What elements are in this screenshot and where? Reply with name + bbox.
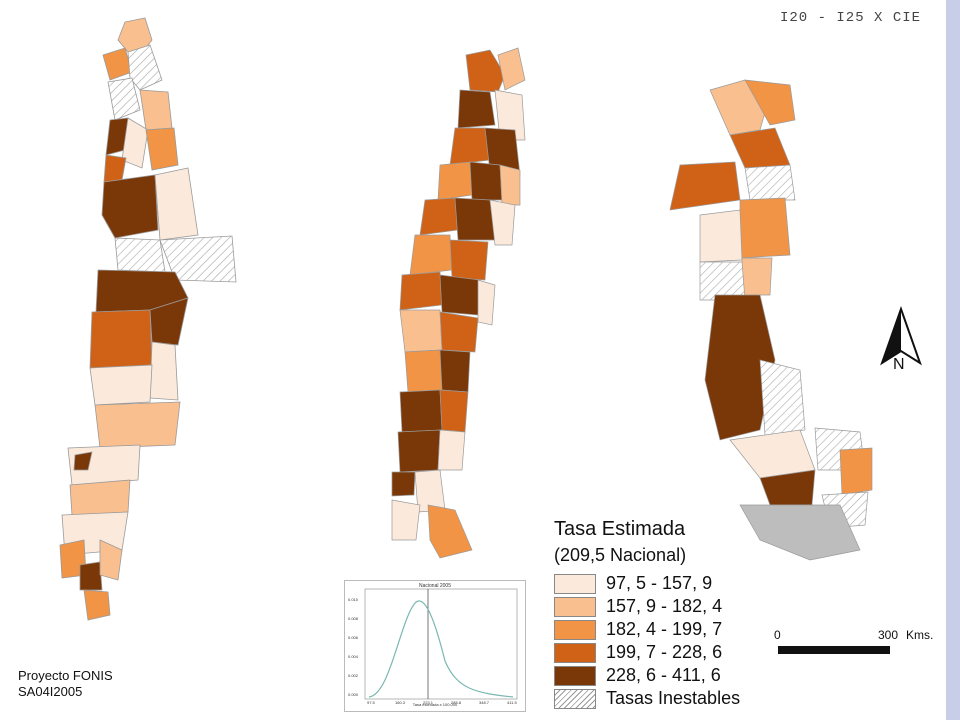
map-north [59, 17, 237, 621]
inset-x-tick: 160.3 [395, 700, 406, 705]
inset-plot: 0.010 0.008 0.006 0.004 0.002 0.000 97.5 160.3… [348, 588, 517, 705]
legend-item: Tasas Inestables [554, 687, 794, 710]
legend-title: Tasa Estimada [554, 518, 686, 540]
credit-text: Proyecto FONIS SA04I2005 [18, 668, 113, 700]
map-central [391, 47, 526, 559]
slide-side-stripe [946, 0, 960, 720]
map-legend: Tasa Estimada (209,5 Nacional) 97, 5 - 1… [554, 516, 794, 710]
map-code-header: I20 - I25 X CIE [780, 10, 922, 26]
inset-x-tick: 285.8 [451, 700, 462, 705]
legend-item: 228, 6 - 411, 6 [554, 664, 794, 687]
legend-swatch [554, 573, 596, 594]
scale-bar-rect [778, 646, 890, 654]
inset-y-tick: 0.010 [348, 597, 359, 602]
inset-x-tick: 348.7 [479, 700, 490, 705]
legend-item: 157, 9 - 182, 4 [554, 595, 794, 618]
legend-item: 199, 7 - 228, 6 [554, 641, 794, 664]
inset-y-tick: 0.008 [348, 616, 359, 621]
scale-end-label: 300 [878, 628, 899, 642]
inset-density-chart: Nacional 2005 0.010 0.008 0.006 0.004 0.002 0… [344, 580, 526, 712]
credit-line-1: Proyecto FONIS [18, 668, 113, 683]
map-south [669, 79, 873, 561]
inset-y-tick: 0.000 [348, 692, 359, 697]
inset-y-tick: 0.006 [348, 635, 359, 640]
legend-label: 97, 5 - 157, 9 [606, 573, 713, 593]
legend-label: 228, 6 - 411, 6 [606, 665, 721, 685]
inset-x-tick: 223.1 [423, 700, 434, 705]
legend-label: 157, 9 - 182, 4 [606, 596, 723, 616]
legend-item: 182, 4 - 199, 7 [554, 618, 794, 641]
inset-y-tick: 0.002 [348, 673, 359, 678]
legend-subtitle: (209,5 Nacional) [554, 545, 687, 565]
scale-unit-label: Kms. [906, 628, 934, 642]
legend-label: 182, 4 - 199, 7 [606, 619, 723, 639]
legend-item: 97, 5 - 157, 9 [554, 572, 794, 595]
inset-y-tick: 0.004 [348, 654, 359, 659]
legend-swatch [554, 642, 596, 663]
legend-swatch [554, 596, 596, 617]
legend-label: 199, 7 - 228, 6 [606, 642, 723, 662]
legend-swatch-hatched [554, 688, 596, 709]
legend-swatch [554, 665, 596, 686]
scale-start-label: 0 [774, 628, 781, 642]
density-curve [368, 600, 514, 698]
north-label: N [893, 356, 905, 373]
legend-label: Tasas Inestables [606, 688, 741, 708]
credit-line-2: SA04I2005 [18, 684, 83, 699]
scale-bar: 0 300 Kms. [770, 628, 940, 658]
inset-x-label: Tasa estimada x 100.000 [412, 702, 458, 707]
inset-x-tick: 411.5 [507, 700, 517, 705]
legend-swatch [554, 619, 596, 640]
inset-x-tick: 97.5 [367, 700, 376, 705]
inset-title: Nacional 2005 [419, 583, 451, 589]
north-arrow-icon [880, 305, 922, 366]
